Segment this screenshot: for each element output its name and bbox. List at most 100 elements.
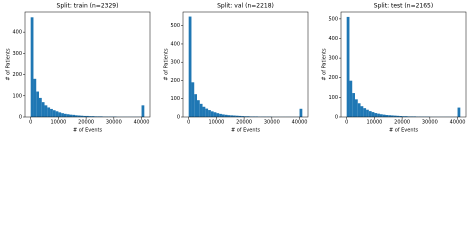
chart-title: Split: test (n=2165): [374, 3, 433, 10]
bar: [230, 115, 234, 117]
bar: [457, 107, 461, 117]
x-tick-label: 30000: [264, 120, 280, 126]
bar: [213, 112, 217, 117]
bar: [80, 115, 84, 117]
y-tick-label: 0: [335, 115, 338, 121]
x-tick-label: 10000: [208, 120, 224, 126]
x-tick-label: 30000: [422, 120, 438, 126]
bar: [255, 116, 258, 117]
x-axis-label: # of Events: [231, 128, 261, 134]
y-axis-label: # of Patients: [6, 48, 12, 81]
bar: [55, 111, 59, 117]
y-tick-label: 0: [19, 115, 22, 121]
y-axis-label: # of Patients: [164, 48, 170, 81]
bar: [371, 112, 375, 117]
bar: [246, 116, 250, 117]
bar: [30, 17, 34, 117]
bar: [407, 116, 411, 117]
bar: [58, 112, 62, 117]
bar: [210, 111, 214, 117]
bar: [410, 116, 414, 117]
x-axis-label: # of Events: [73, 128, 103, 134]
y-tick-label: 400: [328, 36, 338, 42]
bar: [202, 106, 206, 117]
x-axis-label: # of Events: [389, 128, 419, 134]
bar: [388, 115, 392, 117]
chart-title: Split: train (n=2329): [57, 3, 119, 10]
bar: [94, 116, 98, 117]
plot-frame: [182, 11, 309, 118]
bar: [404, 116, 408, 117]
bar: [47, 107, 51, 117]
bar: [396, 115, 400, 117]
bar: [205, 108, 209, 117]
bar: [208, 110, 211, 117]
x-tick-label: 20000: [236, 120, 252, 126]
bar: [244, 116, 247, 117]
bar: [75, 115, 78, 117]
y-tick-label: 200: [328, 75, 338, 81]
bar: [221, 114, 225, 117]
y-axis-label: # of Patients: [322, 48, 328, 81]
bar: [354, 99, 358, 117]
x-tick-label: 0: [187, 120, 190, 126]
y-tick-label: 400: [170, 41, 180, 47]
plot-frame: [24, 11, 151, 118]
bar: [99, 116, 103, 117]
chart-title: Split: val (n=2218): [217, 3, 274, 10]
bar: [413, 116, 416, 117]
bar: [346, 16, 350, 118]
bar: [360, 106, 364, 117]
y-tick-label: 100: [328, 95, 338, 101]
x-tick-label: 0: [345, 120, 348, 126]
y-tick-label: 500: [170, 23, 180, 29]
bar: [357, 103, 361, 117]
x-tick-label: 20000: [394, 120, 410, 126]
bar: [88, 116, 92, 117]
bar: [86, 115, 89, 117]
bar: [249, 116, 253, 117]
bar: [83, 115, 87, 117]
figure: 0 10000 20000 30000 400000100200300400Split:…: [6, 3, 467, 134]
bar: [219, 113, 222, 117]
bar: [402, 116, 405, 117]
bar: [363, 108, 367, 117]
x-tick-label: 40000: [134, 120, 150, 126]
x-tick-label: 40000: [292, 120, 308, 126]
bar: [399, 116, 403, 117]
bar: [379, 114, 383, 117]
bar: [141, 105, 145, 117]
bar: [377, 113, 380, 117]
bar: [352, 93, 355, 117]
y-tick-label: 300: [12, 51, 22, 57]
bar: [97, 116, 100, 117]
y-tick-label: 100: [12, 93, 22, 99]
bar: [368, 111, 372, 117]
bar: [393, 115, 397, 117]
bar: [227, 115, 231, 117]
bar: [199, 103, 203, 117]
bar: [238, 115, 242, 117]
bar: [235, 115, 239, 117]
bar: [194, 94, 197, 117]
x-tick-label: 10000: [366, 120, 382, 126]
bar: [188, 16, 192, 118]
bar: [299, 108, 303, 117]
x-tick-label: 0: [29, 120, 32, 126]
bar: [44, 105, 48, 117]
bar: [61, 113, 64, 117]
plot-frame: [340, 11, 467, 118]
bar: [385, 115, 389, 117]
x-tick-label: 40000: [450, 120, 466, 126]
y-tick-label: 100: [170, 96, 180, 102]
bar: [66, 114, 70, 117]
bar: [366, 109, 369, 117]
bar: [36, 91, 39, 117]
bar: [196, 100, 200, 117]
bar: [216, 113, 220, 117]
bar: [241, 116, 245, 117]
bar: [50, 108, 53, 117]
bar: [77, 115, 81, 117]
y-tick-label: 200: [170, 78, 180, 84]
y-tick-label: 200: [12, 72, 22, 78]
